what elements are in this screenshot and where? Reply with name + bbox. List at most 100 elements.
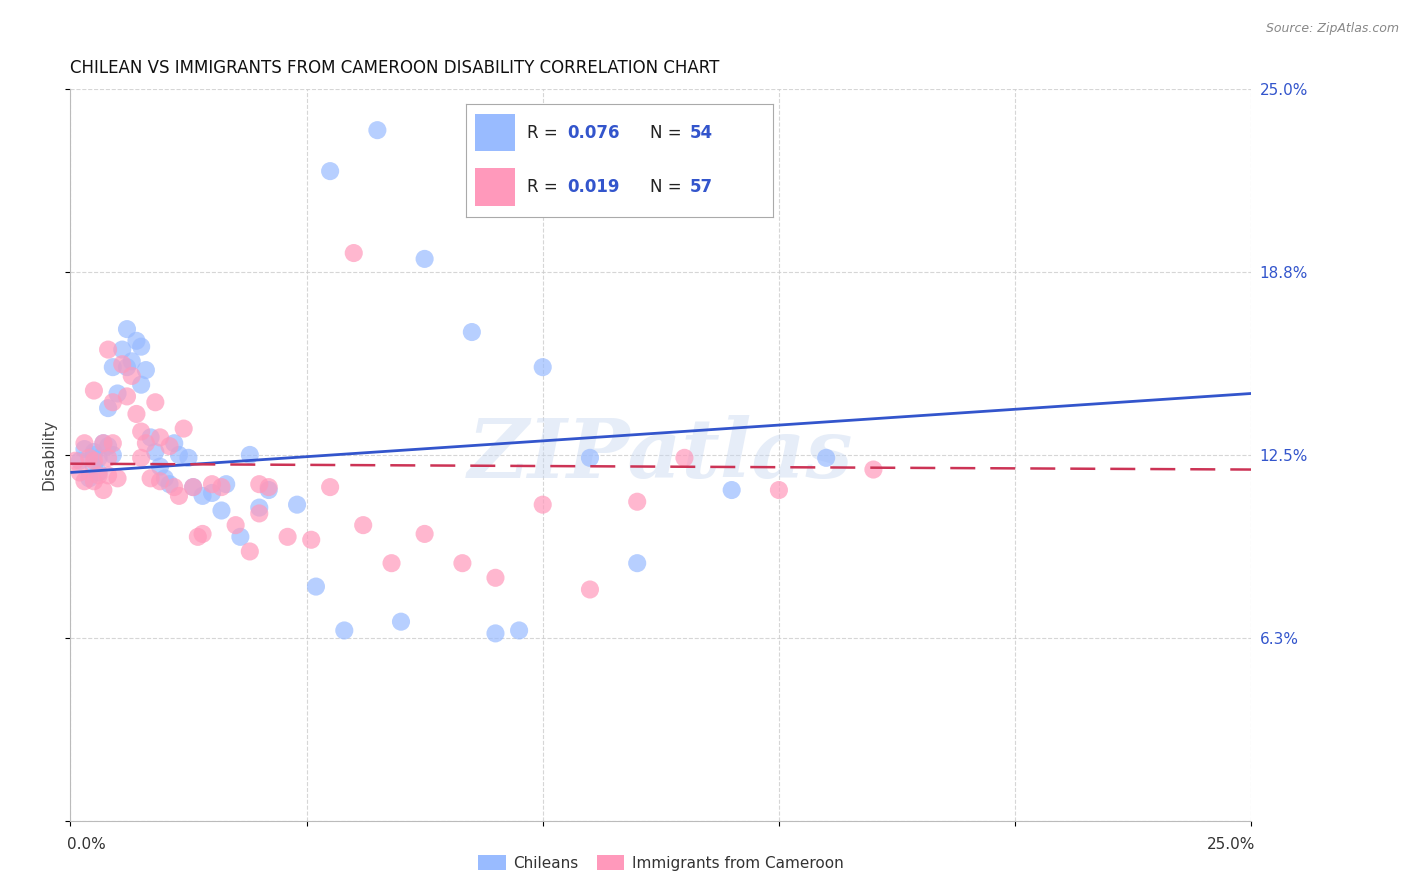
Point xyxy=(461,325,484,339)
Point xyxy=(87,466,110,480)
Point xyxy=(451,556,474,570)
Point xyxy=(257,483,280,497)
Point xyxy=(862,462,884,476)
Point xyxy=(97,450,120,465)
Point xyxy=(413,252,436,266)
Text: 0.0%: 0.0% xyxy=(66,837,105,852)
Point xyxy=(626,556,648,570)
Point xyxy=(768,483,790,497)
Point xyxy=(229,530,252,544)
Point xyxy=(333,624,356,638)
Point xyxy=(181,480,204,494)
Point xyxy=(579,582,602,597)
Point xyxy=(352,518,374,533)
Point xyxy=(173,421,195,435)
Point xyxy=(191,527,214,541)
Text: Source: ZipAtlas.com: Source: ZipAtlas.com xyxy=(1265,22,1399,36)
Legend: Chileans, Immigrants from Cameroon: Chileans, Immigrants from Cameroon xyxy=(474,850,848,875)
Point xyxy=(129,425,152,439)
Point xyxy=(153,471,176,485)
Y-axis label: Disability: Disability xyxy=(42,419,58,491)
Point xyxy=(159,439,181,453)
Point xyxy=(177,450,200,465)
Point xyxy=(63,454,86,468)
Point xyxy=(201,477,224,491)
Point xyxy=(531,360,554,375)
Point xyxy=(107,386,129,401)
Point xyxy=(191,489,214,503)
Point xyxy=(413,527,436,541)
Point xyxy=(215,477,238,491)
Point xyxy=(101,360,124,375)
Point xyxy=(343,246,366,260)
Point xyxy=(135,363,157,377)
Point xyxy=(139,471,162,485)
Point xyxy=(83,445,105,459)
Point xyxy=(380,556,402,570)
Point xyxy=(93,483,115,497)
Point xyxy=(257,480,280,494)
Point xyxy=(87,468,110,483)
Point xyxy=(143,395,166,409)
Point xyxy=(319,164,342,178)
Point xyxy=(720,483,742,497)
Point xyxy=(149,430,172,444)
Point xyxy=(97,343,120,357)
Point xyxy=(115,389,138,403)
Point xyxy=(125,407,148,421)
Point xyxy=(129,340,152,354)
Point xyxy=(299,533,322,547)
Point xyxy=(93,436,115,450)
Point xyxy=(247,500,270,515)
Text: 25.0%: 25.0% xyxy=(1206,837,1256,852)
Point xyxy=(579,450,602,465)
Point xyxy=(135,436,157,450)
Point xyxy=(167,489,190,503)
Point xyxy=(97,401,120,416)
Point xyxy=(815,450,838,465)
Point xyxy=(484,571,506,585)
Point xyxy=(73,442,96,456)
Point xyxy=(139,430,162,444)
Point xyxy=(167,448,190,462)
Point xyxy=(247,477,270,491)
Point xyxy=(83,384,105,398)
Point xyxy=(319,480,342,494)
Point xyxy=(83,454,105,468)
Point xyxy=(277,530,299,544)
Point xyxy=(111,357,134,371)
Point xyxy=(77,471,100,485)
Point xyxy=(211,480,233,494)
Point xyxy=(73,436,96,450)
Point xyxy=(239,544,262,558)
Point xyxy=(101,395,124,409)
Point xyxy=(247,507,270,521)
Point xyxy=(187,530,209,544)
Point xyxy=(389,615,412,629)
Point xyxy=(201,486,224,500)
Point xyxy=(508,624,530,638)
Point xyxy=(115,322,138,336)
Text: CHILEAN VS IMMIGRANTS FROM CAMEROON DISABILITY CORRELATION CHART: CHILEAN VS IMMIGRANTS FROM CAMEROON DISA… xyxy=(70,59,720,77)
Point xyxy=(305,580,328,594)
Point xyxy=(69,454,91,468)
Point xyxy=(115,360,138,375)
Point xyxy=(73,475,96,489)
Point xyxy=(129,450,152,465)
Point xyxy=(83,448,105,462)
Text: ZIPatlas: ZIPatlas xyxy=(468,415,853,495)
Point xyxy=(121,368,143,383)
Point xyxy=(121,354,143,368)
Point xyxy=(107,471,129,485)
Point xyxy=(366,123,388,137)
Point xyxy=(159,477,181,491)
Point xyxy=(143,445,166,459)
Point xyxy=(531,498,554,512)
Point xyxy=(87,450,110,465)
Point xyxy=(626,494,648,508)
Point xyxy=(163,480,186,494)
Point xyxy=(211,503,233,517)
Point xyxy=(83,459,105,474)
Point xyxy=(163,436,186,450)
Point xyxy=(77,450,100,465)
